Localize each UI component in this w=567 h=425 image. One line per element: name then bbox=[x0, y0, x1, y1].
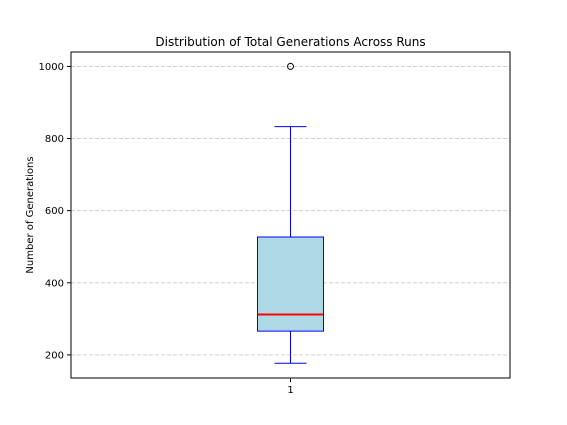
y-axis-ticks: 200 400 600 800 1000 bbox=[39, 62, 71, 361]
iqr-box bbox=[257, 236, 324, 332]
x-axis-ticks: 1 bbox=[287, 378, 294, 396]
y-tick-label: 600 bbox=[45, 206, 64, 217]
chart-title: Distribution of Total Generations Across… bbox=[155, 35, 425, 49]
box-plot-series bbox=[257, 62, 324, 364]
x-tick-label: 1 bbox=[287, 385, 293, 396]
y-tick-label: 1000 bbox=[39, 62, 64, 73]
y-tick-label: 400 bbox=[45, 278, 64, 289]
outlier-point bbox=[287, 62, 294, 70]
y-tick-label: 200 bbox=[45, 350, 64, 361]
y-axis-label: Number of Generations bbox=[25, 156, 36, 273]
y-tick-label: 800 bbox=[45, 134, 64, 145]
